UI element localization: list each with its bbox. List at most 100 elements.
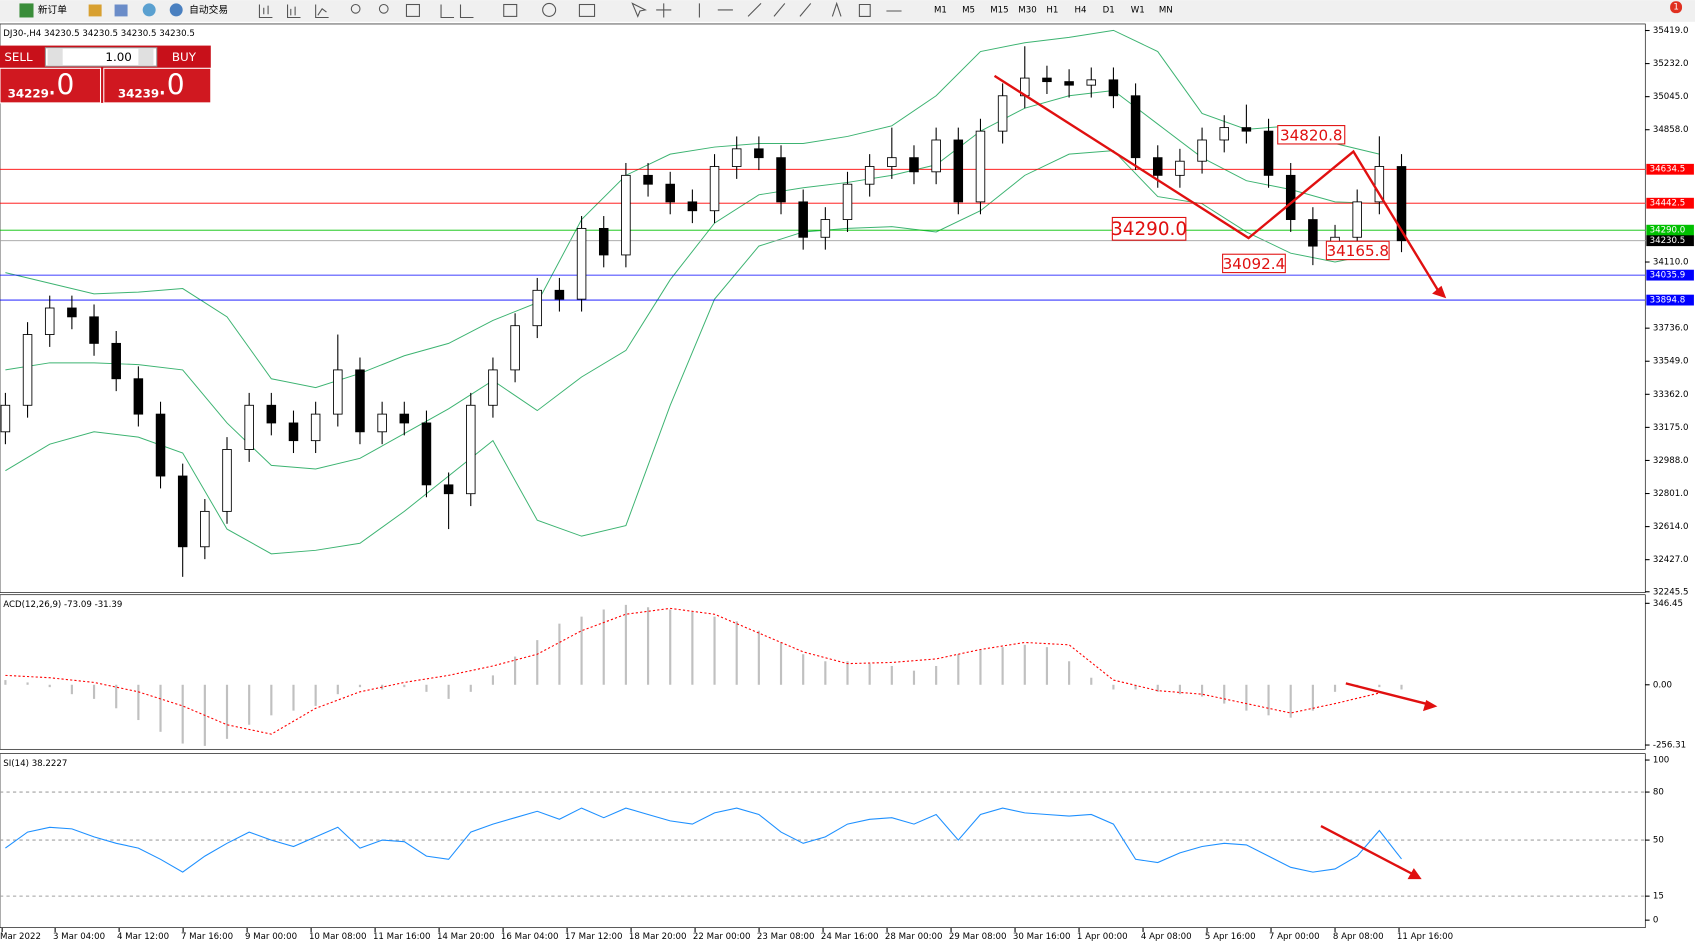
plots: 35419.0 35232.0 35045.0 34858.0 34110.0 33736… <box>0 26 1694 942</box>
candle-body <box>22 334 33 406</box>
x-tick-label: 4 Apr 08:00 <box>1141 932 1192 942</box>
new-order[interactable]: 新订单 <box>38 3 67 16</box>
toolbar-icon[interactable] <box>114 4 128 17</box>
notification-count: 1 <box>1673 3 1679 13</box>
candle-body <box>1396 166 1407 242</box>
candle-body <box>1285 174 1296 221</box>
new-order-icon[interactable] <box>19 3 34 18</box>
sell-button[interactable] <box>0 67 102 104</box>
candle-body <box>643 174 653 185</box>
timeframe[interactable]: H4 <box>1075 5 1087 15</box>
y-tick-label: 0 <box>1653 916 1659 926</box>
candle-body <box>1042 77 1052 83</box>
x-tick-label: 9 Mar 00:00 <box>245 932 297 942</box>
buy-button[interactable] <box>103 67 212 104</box>
auto-trading[interactable]: 自动交易 <box>189 3 228 16</box>
x-tick-label: 30 Mar 16:00 <box>1013 932 1071 942</box>
toolbar-icon[interactable] <box>88 4 102 17</box>
auto-trading-icon[interactable] <box>169 3 183 17</box>
price-level-label: 34290.0 <box>1650 226 1686 236</box>
timeframe[interactable]: M30 <box>1018 5 1036 15</box>
price-level-tag <box>1646 269 1694 281</box>
candle-body <box>466 404 476 495</box>
panel-title: SI(14) 38.2227 <box>3 759 67 769</box>
annotation: 34820.8 <box>1280 126 1343 144</box>
y-tick-label: 33175.0 <box>1653 423 1689 433</box>
candle-body <box>754 148 764 159</box>
candle-body <box>0 404 11 433</box>
candle-body <box>266 404 277 424</box>
annotation: 34290.0 <box>1111 219 1187 240</box>
timeframe[interactable]: H1 <box>1046 5 1058 15</box>
y-tick-label: 32988.0 <box>1653 456 1689 466</box>
candle-body <box>576 227 587 300</box>
y-tick-label: 32614.0 <box>1653 522 1689 532</box>
candle-body <box>731 148 742 167</box>
candle-body <box>288 422 299 442</box>
bollinger-band <box>5 29 1380 389</box>
price-level-tag <box>1646 294 1694 306</box>
price-level-tag <box>1646 197 1694 209</box>
notification-badge[interactable] <box>1670 1 1683 14</box>
candle-body <box>820 219 831 238</box>
candle-body <box>842 183 853 221</box>
timeframe[interactable]: D1 <box>1103 5 1115 15</box>
x-tick-label: 28 Mar 00:00 <box>885 932 943 942</box>
candle-body <box>443 484 454 495</box>
y-tick-label: 33736.0 <box>1653 324 1689 334</box>
candle-body <box>310 413 321 442</box>
lot-input[interactable] <box>44 47 158 67</box>
bollinger-band <box>5 89 1380 470</box>
y-tick-label: 50 <box>1653 836 1664 846</box>
candle-body <box>1130 95 1141 159</box>
candle-body <box>44 307 55 335</box>
sell-label[interactable]: SELL <box>4 50 33 64</box>
timeframe[interactable]: MN <box>1159 5 1173 15</box>
candle-body <box>1308 219 1318 247</box>
x-tick-label: 3 Mar 04:00 <box>53 932 105 942</box>
timeframe[interactable]: M1 <box>934 5 947 15</box>
price-level-label: 34035.9 <box>1650 271 1686 281</box>
toolbar-icons[interactable] <box>258 1 902 19</box>
candle-body <box>1241 127 1252 132</box>
candle-body <box>200 510 210 548</box>
candle-body <box>155 413 166 477</box>
candle-body <box>997 95 1008 132</box>
toolbar-icon[interactable] <box>142 3 156 17</box>
macd-signal <box>5 607 1380 735</box>
buy-label[interactable]: BUY <box>172 50 197 64</box>
candle-body <box>1263 130 1274 176</box>
candle-body <box>355 369 365 433</box>
y-tick-label: 35232.0 <box>1653 59 1689 69</box>
candle-body <box>953 139 964 203</box>
x-tick-label: 4 Mar 12:00 <box>117 932 169 942</box>
x-tick-label: 18 Mar 20:00 <box>629 932 687 942</box>
candle-body <box>798 201 808 238</box>
timeframe[interactable]: M5 <box>962 5 975 15</box>
timeframe[interactable]: W1 <box>1131 5 1145 15</box>
macd-panel <box>0 594 1646 750</box>
lot[interactable]: 1.00 <box>105 50 131 64</box>
trend-arrows <box>993 74 1447 880</box>
y-tick-label: 15 <box>1653 892 1664 902</box>
candle-body <box>510 325 520 371</box>
x-tick-label: 23 Mar 08:00 <box>757 932 815 942</box>
candle-body <box>709 166 720 212</box>
x-tick-label: 22 Mar 00:00 <box>693 932 751 942</box>
timeframe[interactable]: M15 <box>990 5 1008 15</box>
x-tick-label: Mar 2022 <box>0 932 41 942</box>
x-tick-label: 5 Apr 16:00 <box>1205 932 1256 942</box>
candle-body <box>554 289 565 300</box>
candle-body <box>89 316 99 344</box>
candle-body <box>377 413 387 433</box>
candle-body <box>1219 127 1229 141</box>
candle-body <box>1197 139 1207 162</box>
y-tick-label: 33549.0 <box>1653 357 1689 367</box>
buy-price: 34239 <box>118 87 159 101</box>
annotation: 34165.8 <box>1326 242 1389 260</box>
candle-body <box>133 378 144 415</box>
x-tick-label: 10 Mar 08:00 <box>309 932 367 942</box>
rsi-line <box>5 807 1402 873</box>
